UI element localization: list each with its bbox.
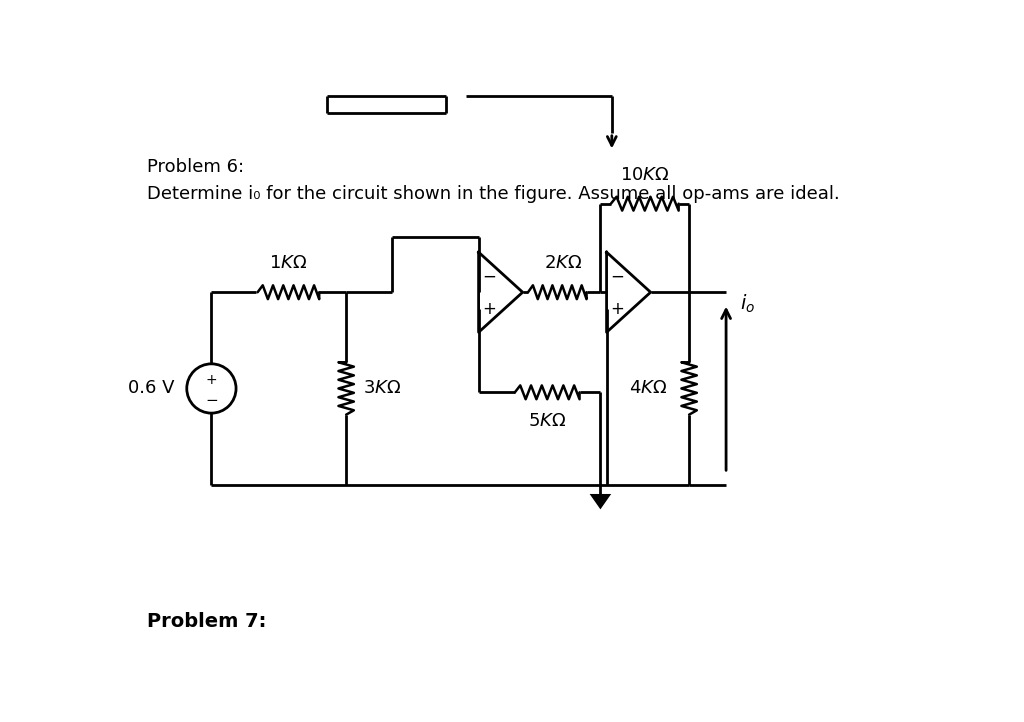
Text: $+$: $+$	[610, 300, 625, 318]
Text: $3K\Omega$: $3K\Omega$	[364, 380, 401, 398]
Text: $-$: $-$	[482, 266, 497, 284]
Text: Problem 7:: Problem 7:	[147, 612, 267, 630]
Text: 0.6 V: 0.6 V	[128, 380, 174, 398]
Text: $4K\Omega$: $4K\Omega$	[630, 380, 668, 398]
Text: Problem 6:: Problem 6:	[147, 157, 245, 175]
Text: $10K\Omega$: $10K\Omega$	[620, 165, 670, 183]
Text: $+$: $+$	[482, 300, 497, 318]
Text: $5K\Omega$: $5K\Omega$	[528, 412, 566, 430]
Text: $-$: $-$	[610, 266, 625, 284]
Text: $-$: $-$	[205, 391, 218, 406]
Text: $i_o$: $i_o$	[740, 292, 755, 315]
Text: $2K\Omega$: $2K\Omega$	[545, 254, 583, 272]
Text: Determine i₀ for the circuit shown in the figure. Assume all op-ams are ideal.: Determine i₀ for the circuit shown in th…	[147, 186, 841, 204]
Text: $+$: $+$	[206, 373, 217, 387]
Polygon shape	[590, 494, 611, 509]
Text: $1K\Omega$: $1K\Omega$	[269, 254, 307, 272]
